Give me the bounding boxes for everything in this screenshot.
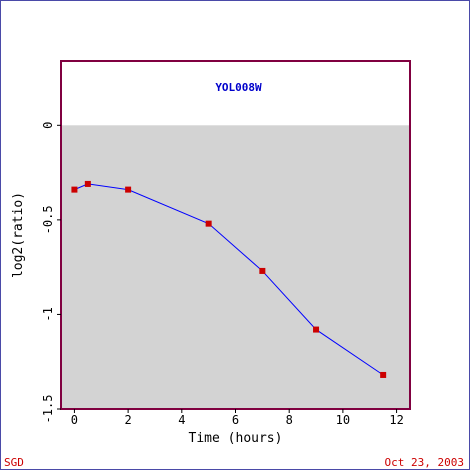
negative-region-shade [61,125,410,409]
x-axis-label: Time (hours) [189,431,283,446]
date-label: Oct 23, 2003 [384,456,464,469]
data-point [313,326,320,333]
data-point [380,371,387,378]
y-axis-label: log2(ratio) [11,192,26,278]
x-tick-label: 0 [71,413,78,427]
y-tick-label: -1.5 [41,395,55,424]
x-tick-label: 6 [232,413,239,427]
y-axis: 0 -0.5 -1 -1.5 [41,122,61,424]
x-tick-label: 10 [336,413,350,427]
y-tick-label: 0 [41,122,55,129]
source-label: SGD [4,456,24,469]
x-tick-label: 12 [389,413,403,427]
data-point [71,186,78,193]
data-point [259,267,266,274]
x-tick-label: 8 [286,413,293,427]
x-tick-label: 4 [178,413,185,427]
y-tick-label: -1 [41,307,55,321]
chart-title: YOL008W [215,81,262,94]
data-point [125,186,132,193]
data-point [84,180,91,187]
series-layer [71,180,387,378]
x-axis: 0 2 4 6 8 10 12 [71,409,404,427]
y-tick-label: -0.5 [41,205,55,234]
x-tick-label: 2 [124,413,131,427]
data-point [205,220,212,227]
